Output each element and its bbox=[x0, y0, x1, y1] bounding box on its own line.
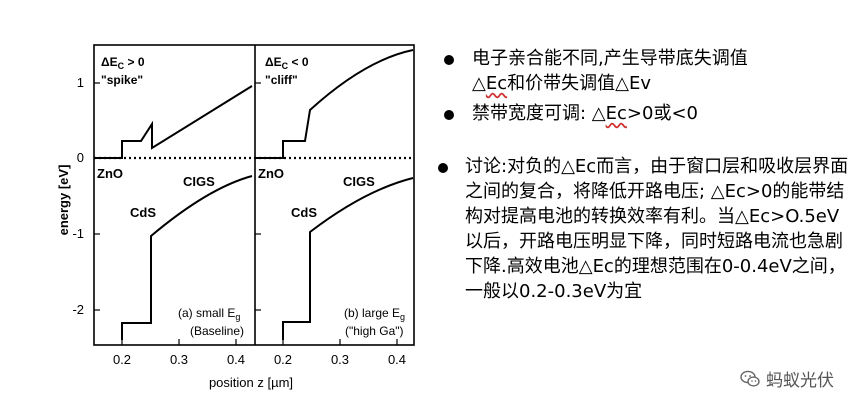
watermark: 蚂蚁光伏 bbox=[736, 365, 838, 392]
panel-b-caption-sub: ("high Ga") bbox=[345, 324, 404, 338]
bullet-text-line: 电子亲合能不同,产生导带底失调值 bbox=[472, 48, 748, 69]
y-tick-label: 1 bbox=[77, 75, 84, 90]
y-axis-label: energy [eV] bbox=[56, 165, 71, 236]
panel-b-zno-label: ZnO bbox=[258, 166, 284, 181]
conduction-band-curve-b bbox=[255, 49, 414, 159]
y-tick-label: 0 bbox=[77, 150, 84, 165]
valence-band-curve-b bbox=[282, 177, 414, 340]
panel-b-delta-label: ΔEC < 0 bbox=[265, 55, 309, 71]
x-axis-label: position z [µm] bbox=[209, 375, 293, 390]
bullet-item: 讨论:对负的△Ec而言，由于窗口层和吸收层界面之间的复合，将降低开路电压; △E… bbox=[438, 154, 852, 304]
bullet-text: 禁带宽度可调: △Ec>0或<0 bbox=[472, 103, 698, 124]
panel-a-cigs-label: CIGS bbox=[183, 174, 215, 189]
bullet-item: 禁带宽度可调: △Ec>0或<0 bbox=[444, 101, 698, 126]
x-tick-label: 0.4 bbox=[227, 352, 245, 367]
panel-a-zno-label: ZnO bbox=[97, 166, 123, 181]
panel-b-cds-label: CdS bbox=[291, 205, 317, 220]
bullet-text: 讨论:对负的△Ec而言，由于窗口层和吸收层界面之间的复合，将降低开路电压; △E… bbox=[465, 156, 849, 302]
bullet-list: 电子亲合能不同,产生导带底失调值 △Ec和价带失调值△Ev 禁带宽度可调: △E… bbox=[438, 0, 852, 406]
bullet-text: 电子亲合能不同,产生导带底失调值 △Ec和价带失调值△Ev bbox=[472, 46, 812, 96]
panel-a-caption: (a) small Eg bbox=[178, 306, 240, 322]
panel-a-caption-sub: (Baseline) bbox=[190, 324, 244, 338]
y-tick-marks bbox=[94, 82, 261, 311]
y-tick-label: -1 bbox=[72, 226, 84, 241]
x-tick-label: 0.2 bbox=[113, 352, 131, 367]
panel-a-cds-label: CdS bbox=[130, 205, 156, 220]
conduction-band-curve-a bbox=[94, 85, 253, 159]
band-diagram-figure: energy [eV] 1 0 -1 -2 0.2 0.3 0.4 0.2 0.… bbox=[56, 44, 415, 390]
panel-b-cigs-label: CIGS bbox=[343, 174, 375, 189]
bullet-item: 电子亲合能不同,产生导带底失调值 △Ec和价带失调值△Ev bbox=[444, 46, 812, 96]
x-tick-label: 0.2 bbox=[274, 352, 292, 367]
bullet-dot bbox=[444, 110, 454, 120]
panel-a-delta-label: ΔEC > 0 bbox=[101, 55, 145, 71]
wechat-icon bbox=[740, 370, 760, 387]
y-tick-label: -2 bbox=[72, 302, 84, 317]
panel-b-cliff-label: "cliff" bbox=[265, 73, 298, 87]
valence-band-curve-a bbox=[121, 175, 253, 340]
panel-b-caption: (b) large Eg bbox=[344, 306, 405, 322]
bullet-dot bbox=[438, 163, 448, 173]
bullet-dot bbox=[444, 55, 454, 65]
panel-a-spike-label: "spike" bbox=[101, 73, 143, 87]
watermark-text: 蚂蚁光伏 bbox=[766, 371, 834, 391]
bullet-text-line: △Ec和价带失调值△Ev bbox=[472, 73, 651, 94]
x-tick-label: 0.4 bbox=[388, 352, 406, 367]
x-tick-marks bbox=[121, 339, 398, 345]
plot-frame bbox=[93, 44, 415, 346]
x-tick-label: 0.3 bbox=[331, 352, 349, 367]
x-tick-label: 0.3 bbox=[170, 352, 188, 367]
